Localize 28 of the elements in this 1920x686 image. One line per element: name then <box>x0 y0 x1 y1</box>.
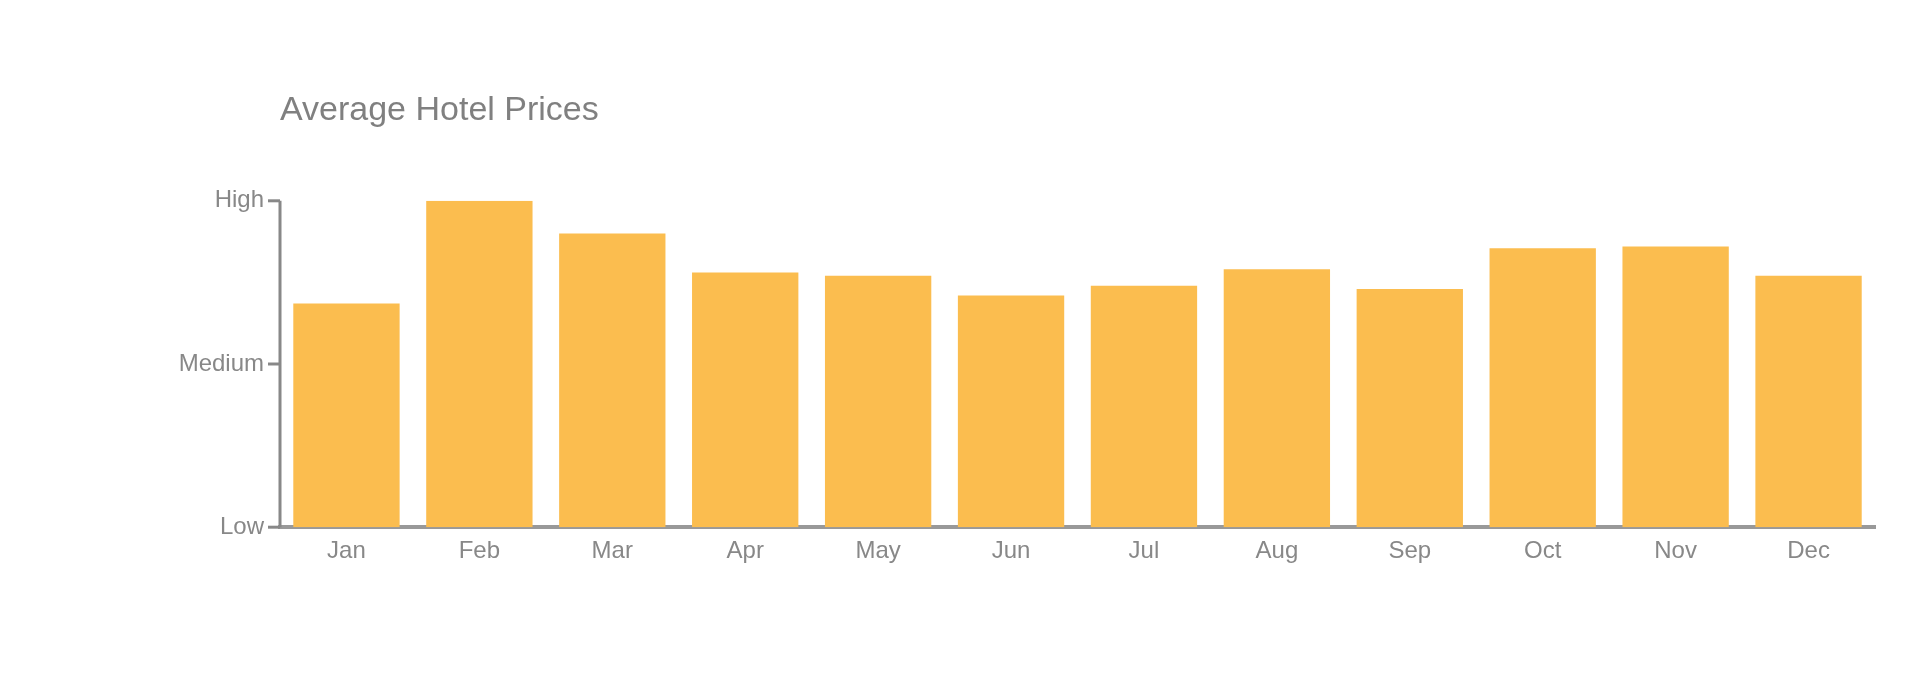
bar <box>957 295 1065 528</box>
x-tick-label: Jul <box>1128 536 1160 564</box>
x-tick-label: Oct <box>1524 536 1562 564</box>
bar <box>692 272 799 528</box>
x-tick-label: Sep <box>1388 536 1432 564</box>
bar <box>1356 288 1463 528</box>
text: High <box>214 185 264 213</box>
bar <box>1090 285 1198 528</box>
x-tick-label: Apr <box>726 536 764 564</box>
bar <box>426 200 533 528</box>
x-tick-label: Jan <box>327 536 366 564</box>
x-tick-label: Nov <box>1654 536 1697 564</box>
text: Low <box>219 511 265 539</box>
x-tick-label: Mar <box>591 536 633 564</box>
bar <box>1489 248 1596 528</box>
bar <box>824 275 932 528</box>
x-tick-label: Jun <box>991 536 1031 564</box>
x-tick-label: Aug <box>1255 536 1299 564</box>
bar <box>1622 246 1729 528</box>
bar <box>1223 269 1331 528</box>
chart-title: Average Hotel Prices <box>280 88 599 127</box>
x-tick-label: Feb <box>458 536 501 564</box>
x-tick-label: Dec <box>1787 536 1830 564</box>
bar <box>1755 275 1862 528</box>
bar <box>559 233 666 528</box>
x-tick-label: May <box>855 536 901 564</box>
text: Medium <box>178 348 264 376</box>
bar <box>293 303 400 528</box>
